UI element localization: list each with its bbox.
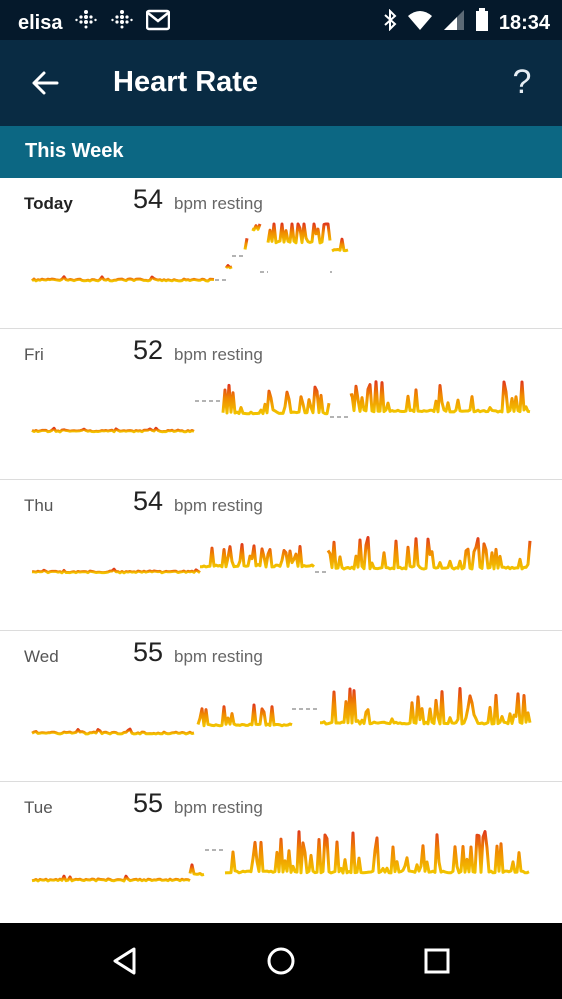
circle-home-icon (267, 947, 295, 975)
trend-line-segment (31, 426, 195, 434)
bpm-unit-label: bpm resting (174, 496, 263, 515)
square-recents-icon (424, 948, 450, 974)
section-title: This Week (25, 140, 124, 162)
heart-rate-trend (31, 380, 531, 434)
bpm-unit-label: bpm resting (174, 194, 263, 213)
day-label: Today (24, 194, 73, 213)
nav-recents-button[interactable] (417, 941, 457, 981)
signal-icon (443, 9, 465, 37)
heart-rate-trend (31, 222, 349, 283)
trend-line-segment (224, 264, 233, 270)
resting-bpm-value: 54 (133, 486, 164, 516)
fitbit-dots-icon (74, 8, 98, 38)
back-button[interactable] (26, 64, 64, 102)
day-list[interactable]: Today 54 bpm resting Fri 52 bpm resting … (0, 178, 562, 923)
nav-back-button[interactable] (105, 941, 145, 981)
day-row[interactable]: Fri 52 bpm resting (0, 329, 562, 480)
resting-bpm-value: 52 (133, 335, 164, 365)
trend-line-segment (243, 238, 249, 250)
status-bar: elisa (0, 0, 562, 40)
day-row[interactable]: Tue 55 bpm resting (0, 782, 562, 923)
trend-line-segment (31, 874, 191, 883)
clock-label: 18:34 (498, 11, 550, 34)
page-title: Heart Rate (113, 66, 259, 98)
heart-rate-trend (31, 687, 532, 736)
heart-rate-trend (31, 830, 530, 883)
trend-line-segment (349, 380, 531, 414)
heart-rate-trend (31, 536, 532, 575)
gmail-icon (146, 9, 171, 37)
trend-line-segment (31, 567, 201, 575)
resting-bpm-value: 55 (133, 637, 164, 667)
arrow-left-icon (32, 71, 59, 95)
day-label: Tue (24, 798, 53, 817)
trend-line-segment (326, 536, 532, 571)
bpm-unit-label: bpm resting (174, 345, 263, 364)
day-row[interactable]: Thu 54 bpm resting (0, 480, 562, 631)
trend-line-segment (31, 727, 195, 736)
trend-line-segment (200, 543, 316, 569)
trend-line-segment (251, 223, 262, 232)
trend-line-segment (31, 275, 215, 283)
day-label: Fri (24, 345, 44, 364)
nav-home-button[interactable] (261, 941, 301, 981)
resting-bpm-value: 55 (133, 788, 164, 818)
day-row[interactable]: Wed 55 bpm resting (0, 631, 562, 782)
trend-line-segment (266, 222, 332, 245)
trend-line-segment (196, 703, 293, 728)
day-row[interactable]: Today 54 bpm resting (0, 178, 562, 329)
bluetooth-icon (383, 8, 397, 37)
bpm-unit-label: bpm resting (174, 647, 263, 666)
triangle-back-icon (113, 947, 136, 975)
carrier-label: elisa (18, 11, 63, 34)
trend-line-segment (221, 383, 331, 416)
resting-bpm-value: 54 (133, 184, 164, 214)
section-header: This Week (0, 126, 562, 178)
day-label: Wed (24, 647, 59, 666)
app-bar: Heart Rate ? (0, 40, 562, 126)
battery-icon (475, 8, 489, 38)
bpm-unit-label: bpm resting (174, 798, 263, 817)
day-label: Thu (24, 496, 54, 515)
trend-line-segment (320, 687, 532, 726)
fitbit-dots-icon (110, 8, 134, 38)
wifi-icon (407, 9, 433, 37)
trend-line-segment (331, 237, 349, 253)
system-nav-bar (0, 923, 562, 999)
help-button[interactable]: ? (512, 63, 532, 101)
trend-line-segment (188, 863, 205, 877)
trend-line-segment (224, 830, 530, 875)
